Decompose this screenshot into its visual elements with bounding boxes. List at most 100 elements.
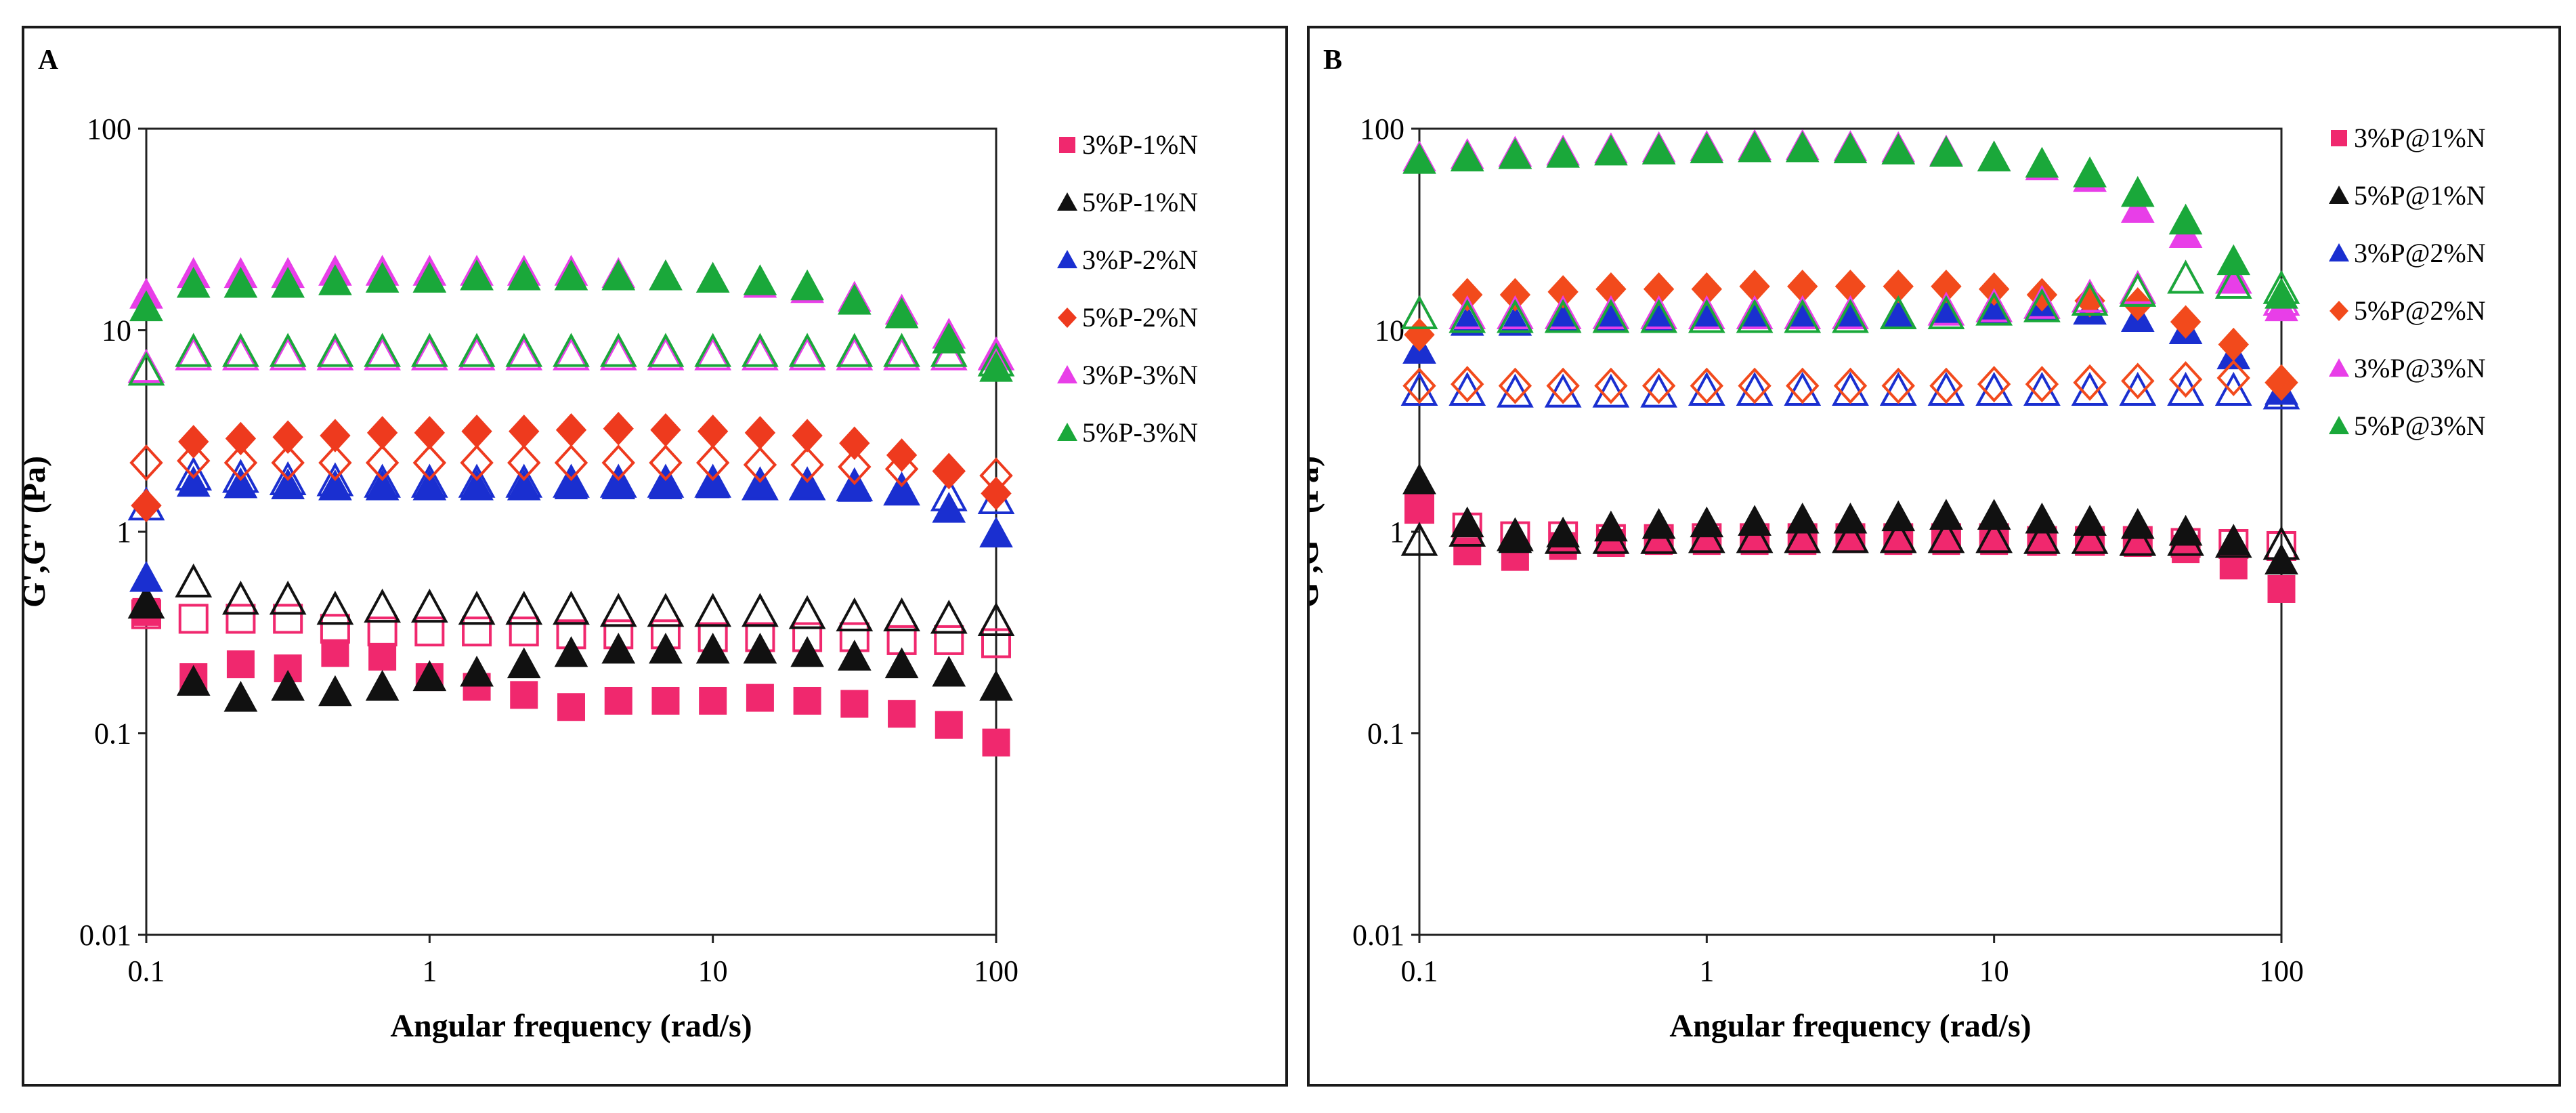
- g-prime-point: [884, 297, 919, 329]
- g-prime-point: [1738, 131, 1772, 163]
- g-double-prime-point: [507, 444, 541, 482]
- legend-label: 3%P@2%N: [2354, 238, 2486, 268]
- g-prime-point: [650, 413, 681, 447]
- g-double-prime-point: [599, 333, 637, 367]
- g-double-prime-point: [127, 352, 165, 386]
- g-double-prime-point: [505, 333, 543, 367]
- legend-item: 5%P-3%N: [1057, 417, 1198, 448]
- g-prime-point: [699, 686, 727, 715]
- g-prime-point: [2025, 146, 2059, 178]
- g-double-prime-point: [316, 333, 354, 367]
- g-double-prime-point: [742, 333, 779, 367]
- g-double-prime-point: [1881, 367, 1915, 404]
- g-prime-point: [790, 269, 824, 301]
- g-double-prime-point: [647, 333, 685, 367]
- g-prime-point: [176, 665, 211, 696]
- panel-label: B: [1323, 45, 1342, 76]
- g-prime-point: [129, 561, 163, 592]
- g-double-prime-point: [2167, 259, 2204, 294]
- y-tick-label: 0.1: [1367, 717, 1404, 751]
- g-double-prime-point: [884, 450, 919, 488]
- g-prime-point: [1641, 508, 1676, 539]
- g-prime-point: [604, 686, 632, 715]
- legend-marker: [2331, 130, 2347, 146]
- x-tick-label: 10: [1979, 954, 2009, 988]
- legend-marker: [1059, 137, 1075, 153]
- x-tick-label: 10: [698, 954, 728, 988]
- g-prime-point: [1833, 502, 1868, 534]
- series-5%P-3%N: [127, 259, 1015, 386]
- g-prime-point: [1641, 133, 1676, 165]
- g-double-prime-point: [1784, 299, 1822, 333]
- g-double-prime-point: [836, 597, 874, 632]
- g-double-prime-point: [1879, 519, 1917, 553]
- y-tick-labels: 0.01 0.1 1 10 100: [1352, 112, 1404, 952]
- g-double-prime-point: [2023, 285, 2061, 319]
- g-double-prime-point: [178, 604, 209, 634]
- g-double-prime-point: [2167, 371, 2204, 406]
- g-double-prime-point: [554, 444, 588, 482]
- y-tick-label: 10: [1375, 314, 1404, 348]
- g-prime-point: [981, 476, 1012, 511]
- g-prime-point: [837, 283, 872, 315]
- g-double-prime-point: [1594, 367, 1628, 404]
- g-prime-point: [272, 420, 303, 454]
- legend-marker: [1057, 192, 1077, 211]
- g-double-prime-point: [223, 444, 258, 482]
- g-prime-point: [176, 465, 211, 497]
- legend-marker: [1057, 250, 1077, 268]
- g-prime-point: [2120, 175, 2155, 207]
- g-double-prime-point: [1927, 291, 1965, 326]
- g-prime-point: [1498, 522, 1532, 553]
- g-prime-point: [933, 454, 964, 488]
- g-double-prime-point: [788, 336, 826, 371]
- g-double-prime-point: [647, 336, 685, 371]
- g-prime-point: [1881, 133, 1916, 165]
- g-prime-point: [886, 438, 918, 472]
- g-double-prime-point: [2216, 359, 2250, 396]
- g-prime-point: [178, 425, 209, 459]
- plot-area-border: [145, 127, 997, 936]
- legend: 3%P-1%N 5%P-1%N 3%P-2%N 5%P-2%N 3%P-3%N 5%P-3…: [1057, 129, 1198, 448]
- g-prime-point: [1594, 134, 1628, 166]
- g-prime-point: [226, 650, 255, 679]
- chart-panel-b: B 0.01 0.1 1 10 100 0.1 1 10 100 Angular freque…: [1307, 26, 2561, 1087]
- series-3%P-1%N: [131, 597, 1011, 757]
- g-double-prime-point: [1640, 295, 1677, 329]
- legend-marker: [2329, 243, 2349, 261]
- g-prime-point: [507, 259, 541, 291]
- g-prime-point: [601, 468, 636, 499]
- g-prime-point: [2025, 502, 2059, 534]
- legend-marker: [1057, 423, 1077, 441]
- g-prime-point: [840, 690, 869, 718]
- g-prime-point: [555, 413, 587, 447]
- g-double-prime-point: [743, 446, 777, 484]
- legend-item: 3%P@3%N: [2329, 353, 2486, 383]
- g-prime-point: [1404, 318, 1435, 352]
- legend-item: 3%P@2%N: [2329, 238, 2486, 268]
- legend-label: 5%P@2%N: [2354, 295, 2486, 326]
- g-double-prime-point: [410, 333, 448, 367]
- g-double-prime-point: [1736, 295, 1774, 329]
- g-prime-point: [1498, 138, 1532, 169]
- g-double-prime-point: [458, 333, 496, 367]
- g-prime-point: [1450, 506, 1484, 538]
- data-marks: [1400, 129, 2300, 603]
- g-double-prime-point: [1688, 295, 1725, 329]
- g-double-prime-point: [1784, 519, 1822, 553]
- g-double-prime-point: [1690, 367, 1724, 404]
- g-double-prime-point: [222, 333, 259, 367]
- g-double-prime-point: [175, 336, 213, 371]
- legend-label: 5%P@3%N: [2354, 411, 2486, 441]
- g-double-prime-point: [1927, 295, 1965, 329]
- legend-label: 5%P@1%N: [2354, 180, 2486, 211]
- g-double-prime-point: [2071, 520, 2109, 554]
- g-prime-point: [318, 264, 352, 295]
- g-double-prime-point: [1448, 295, 1486, 329]
- x-tick-label: 100: [974, 954, 1018, 988]
- g-double-prime-point: [316, 336, 354, 371]
- g-double-prime-point: [788, 595, 826, 629]
- y-tick-label: 1: [1390, 516, 1404, 549]
- g-prime-point: [366, 416, 398, 450]
- y-tick-label: 100: [1360, 112, 1404, 146]
